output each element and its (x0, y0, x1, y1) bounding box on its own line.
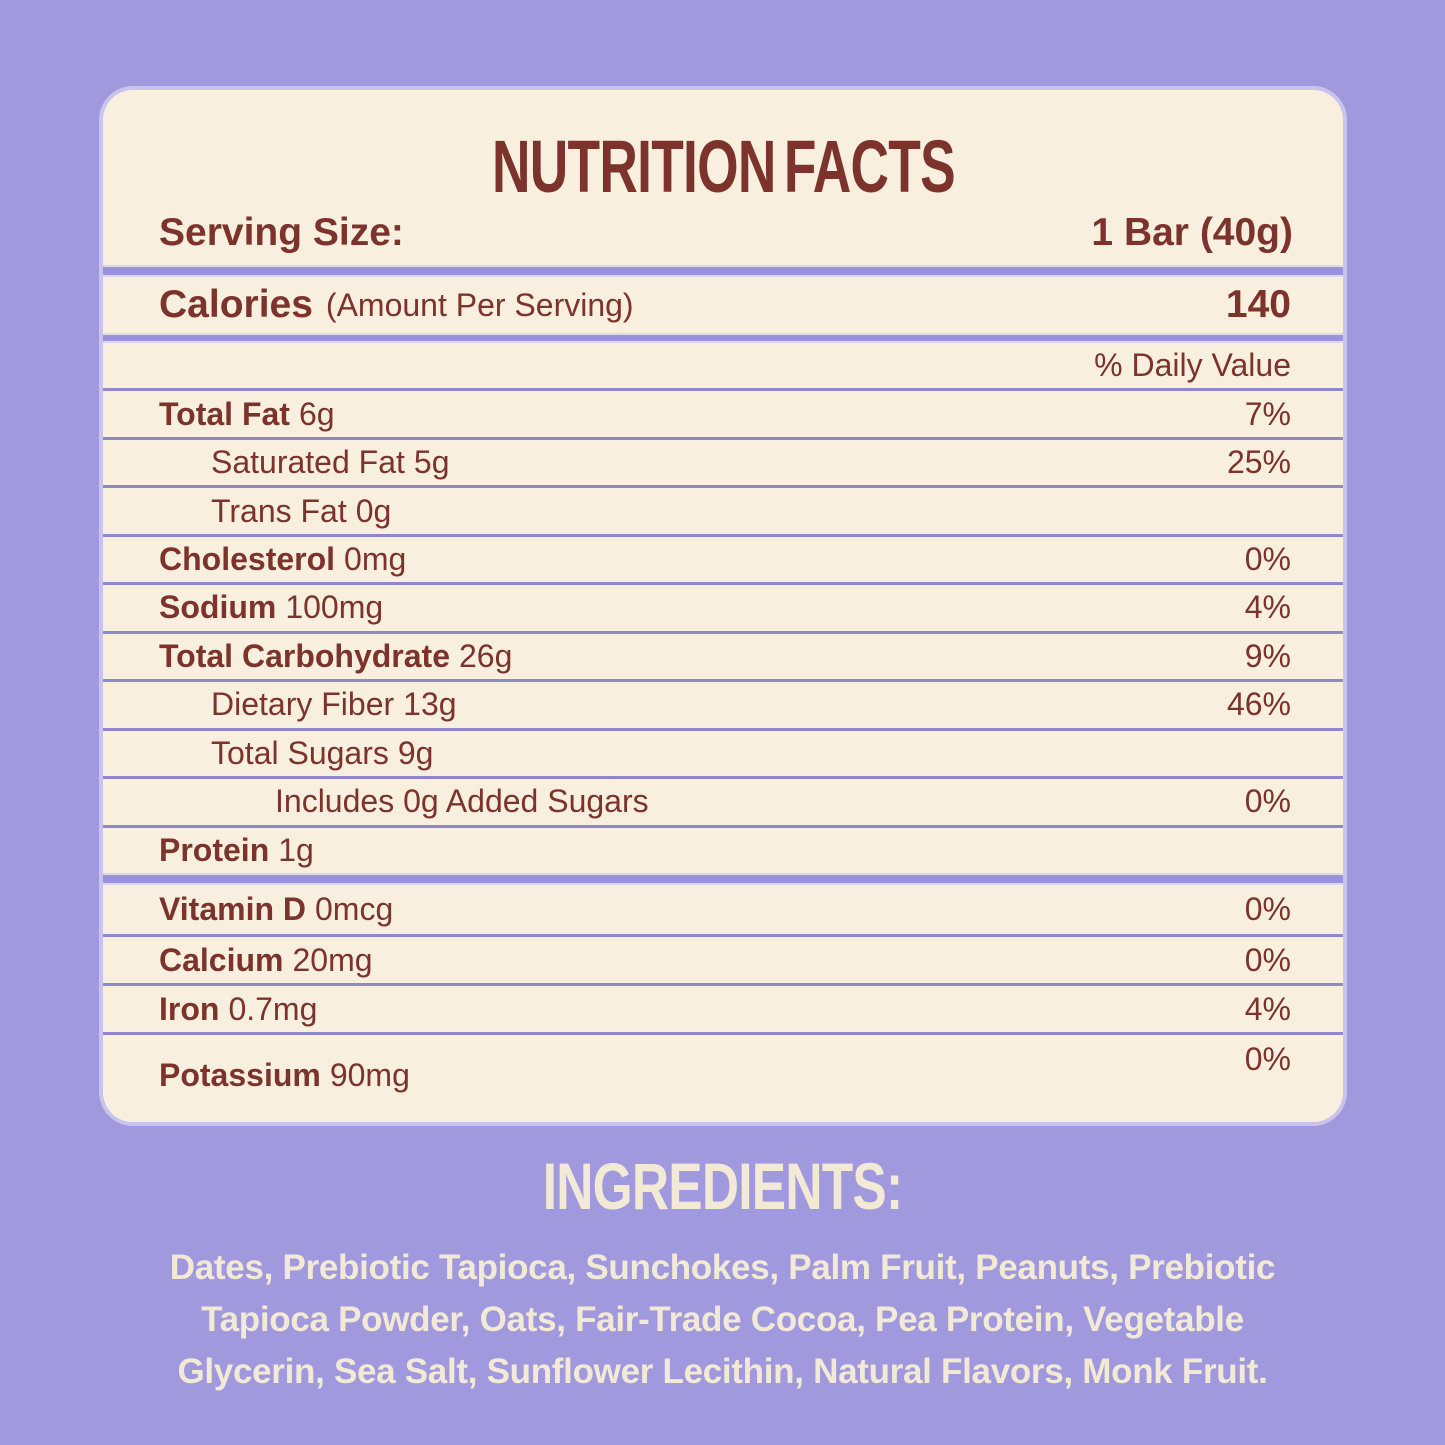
nutrient-dv: 0% (1244, 541, 1291, 578)
nutrient-name: Total Carbohydrate (159, 637, 450, 674)
nutrient-name: Protein (159, 831, 270, 868)
vitamin-name-group: Calcium 20mg (159, 942, 373, 979)
section-gap (103, 333, 1343, 343)
vitamin-dv: 4% (1244, 990, 1291, 1027)
vitamin-name: Calcium (159, 941, 284, 978)
serving-size-row: Serving Size: 1 Bar (40g) (103, 211, 1343, 265)
calories-value: 140 (1225, 283, 1291, 326)
vitamin-name: Vitamin D (159, 891, 306, 927)
serving-size-label: Serving Size: (159, 211, 404, 254)
nutrient-amount: 1g (278, 831, 314, 868)
serving-size-value: 1 Bar (40g) (1091, 211, 1293, 254)
nutrient-amount: 6g (298, 395, 335, 432)
vitamin-amount: 90mg (329, 1057, 410, 1093)
calories-note: (Amount Per Serving) (325, 286, 634, 323)
nutrient-name: Cholesterol (159, 541, 336, 578)
nutrient-name-group: Cholesterol 0mg (159, 541, 406, 578)
nutrient-name-group: Trans Fat 0g (211, 493, 391, 530)
nutrient-name-group: Includes 0g Added Sugars (275, 783, 658, 820)
vitamin-name-group: Iron 0.7mg (159, 991, 317, 1028)
vitamin-amount: 0.7mg (228, 990, 318, 1027)
nutrient-row: Total Fat 6g 7% (103, 388, 1343, 436)
nutrient-name: Total Sugars (211, 734, 389, 771)
daily-value-header: % Daily Value (1094, 347, 1291, 384)
nutrient-row: Trans Fat 0g (103, 485, 1343, 533)
nutrient-name: Sodium (159, 589, 277, 626)
nutrient-name: Trans Fat (211, 492, 347, 529)
vitamin-dv: 0% (1244, 941, 1291, 978)
page-title: NUTRITION FACTS (491, 125, 956, 208)
nutrient-name: Saturated Fat (211, 444, 405, 481)
nutrient-name-group: Protein 1g (159, 832, 314, 869)
nutrient-amount: 9g (397, 734, 434, 771)
daily-value-header-row: % Daily Value (103, 343, 1343, 388)
nutrient-row: Sodium 100mg 4% (103, 582, 1343, 630)
nutrient-name: Includes 0g Added Sugars (275, 783, 649, 820)
vitamin-dv: 0% (1244, 891, 1291, 927)
vitamin-amount: 0mcg (315, 891, 394, 927)
nutrient-dv: 9% (1244, 637, 1291, 674)
ingredients-line: Glycerin, Sea Salt, Sunflower Lecithin, … (177, 1352, 1268, 1391)
nutrient-amount: 13g (403, 686, 457, 723)
nutrient-row: Total Carbohydrate 26g 9% (103, 630, 1343, 679)
nutrient-dv: 25% (1226, 444, 1291, 481)
nutrient-name: Total Fat (159, 395, 290, 432)
nutrient-row: Total Sugars 9g (103, 727, 1343, 776)
nutrient-row: Cholesterol 0mg 0% (103, 533, 1343, 582)
nutrient-name-group: Sodium 100mg (159, 589, 383, 626)
nutrient-amount: 26g (459, 637, 513, 674)
ingredients-line: Dates, Prebiotic Tapioca, Sunchokes, Pal… (169, 1248, 1276, 1287)
nutrients-section: % Daily Value Total Fat 6g 7% Saturated F… (103, 343, 1343, 873)
nutrient-row: Dietary Fiber 13g 46% (103, 679, 1343, 727)
nutrient-dv: 7% (1244, 395, 1291, 432)
nutrient-row: Protein 1g (103, 824, 1343, 873)
section-gap (103, 265, 1343, 277)
nutrient-row: Includes 0g Added Sugars 0% (103, 776, 1343, 824)
ingredients-text: Dates, Prebiotic Tapioca, Sunchokes, Pal… (0, 1242, 1445, 1398)
nutrient-dv: 46% (1226, 686, 1291, 723)
vitamin-amount: 20mg (292, 941, 373, 978)
vitamin-dv: 0% (1244, 1041, 1291, 1077)
nutrient-name-group: Total Carbohydrate 26g (159, 638, 512, 675)
calories-label: Calories (159, 283, 313, 326)
nutrient-name: Dietary Fiber (211, 686, 395, 723)
nutrient-name-group: Total Sugars 9g (211, 735, 433, 772)
nutrition-facts-panel: NUTRITION FACTS Serving Size: 1 Bar (40g… (103, 90, 1343, 1122)
nutrient-amount: 0g (355, 492, 392, 529)
vitamin-name-group: Vitamin D 0mcg (159, 891, 393, 928)
ingredients-title: INGREDIENTS: (542, 1149, 903, 1223)
nutrient-amount: 0mg (344, 541, 407, 578)
vitamins-section: Vitamin D 0mcg 0% Calcium 20mg 0% Iron 0.7m… (103, 885, 1343, 1122)
vitamin-name: Potassium (159, 1057, 321, 1093)
nutrient-name-group: Dietary Fiber 13g (211, 686, 457, 723)
section-gap (103, 873, 1343, 885)
vitamin-row: Iron 0.7mg 4% (103, 983, 1343, 1032)
calories-section: Calories (Amount Per Serving) 140 (103, 277, 1343, 333)
nutrient-amount: 5g (413, 444, 450, 481)
vitamin-row: Calcium 20mg 0% (103, 934, 1343, 983)
vitamin-row: Vitamin D 0mcg 0% (103, 885, 1343, 934)
nutrient-amount: 100mg (285, 589, 384, 626)
vitamin-name-group: Potassium 90mg (159, 1057, 410, 1094)
title-wrap: NUTRITION FACTS (103, 124, 1343, 209)
header-section: NUTRITION FACTS Serving Size: 1 Bar (40g… (103, 90, 1343, 265)
ingredients-line: Tapioca Powder, Oats, Fair-Trade Cocoa, … (201, 1300, 1244, 1339)
nutrient-name-group: Saturated Fat 5g (211, 444, 449, 481)
ingredients-block: INGREDIENTS: Dates, Prebiotic Tapioca, S… (0, 1122, 1445, 1398)
nutrient-row: Saturated Fat 5g 25% (103, 436, 1343, 485)
vitamin-row: Potassium 90mg 0% (103, 1032, 1343, 1122)
nutrient-dv: 0% (1244, 783, 1291, 820)
nutrient-name-group: Total Fat 6g (159, 396, 335, 433)
nutrient-dv: 4% (1244, 589, 1291, 626)
vitamin-name: Iron (159, 990, 220, 1027)
